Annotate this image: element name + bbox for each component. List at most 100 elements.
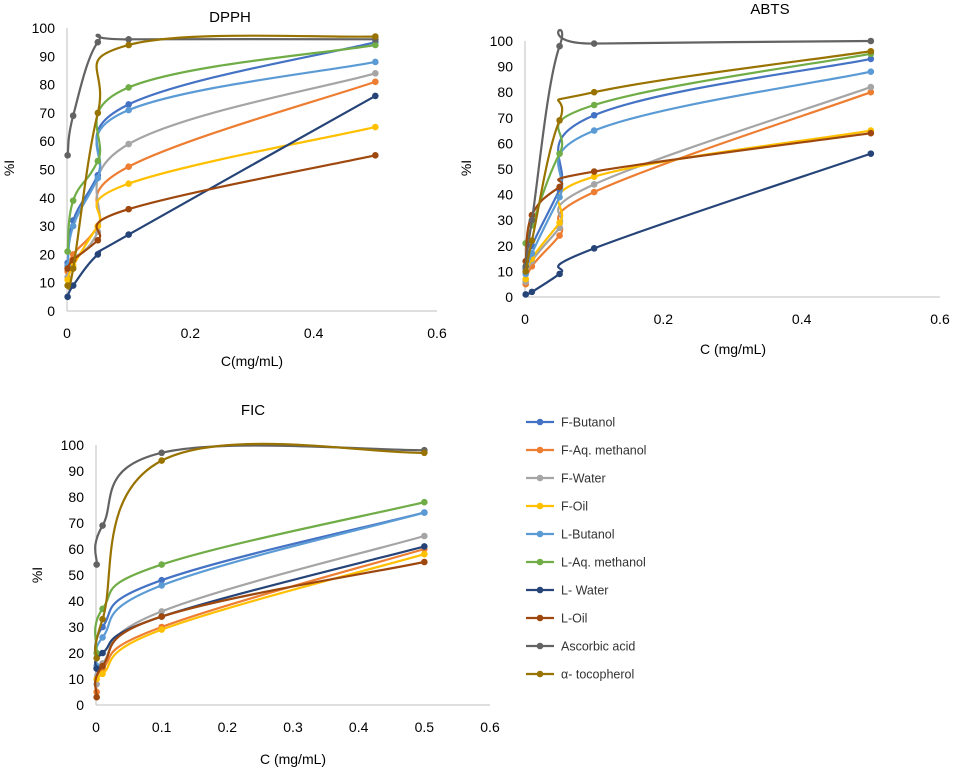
fic-y-tick-label: 80 xyxy=(68,489,84,505)
abts-data-point-l-water xyxy=(556,270,563,278)
abts-data-point-f-butanol xyxy=(867,55,875,63)
fic-data-point-f-oil xyxy=(158,626,165,633)
abts-data-point-f-aq-methanol xyxy=(867,88,875,96)
fic-data-point-l-oil xyxy=(99,662,106,670)
dpph-data-point-f-water xyxy=(372,69,379,77)
dpph-data-point-l-water xyxy=(64,293,71,301)
abts-series-line-f-water xyxy=(524,85,872,283)
fic-y-tick-label: 90 xyxy=(68,463,84,479)
dpph-title: DPPH xyxy=(209,9,251,26)
dpph-data-point-f-oil xyxy=(64,276,71,284)
abts-y-tick-label: 0 xyxy=(505,289,513,305)
dpph-data-point-l-water xyxy=(94,251,102,258)
fic-data-point-f-butanol xyxy=(158,576,165,584)
abts-data-point-l-aq-methanol xyxy=(590,101,598,109)
dpph-y-axis-title: %I xyxy=(1,160,17,176)
legend-entry-l-water: L- Water xyxy=(561,584,608,598)
abts-series-line-ascorbic-acid xyxy=(524,29,872,268)
dpph-y-tick-label: 30 xyxy=(39,218,55,234)
dpph-data-point-l-butanol xyxy=(94,174,102,182)
dpph-data-point-l-oil xyxy=(372,152,379,159)
fic-series-line-ascorbic-acid xyxy=(94,444,426,566)
abts-y-tick-label: 80 xyxy=(497,84,513,100)
dpph-chart: DPPH %I C(mg/mL) 0 10 20 30 40 50 60 70 80 90 100 0… xyxy=(1,9,447,369)
abts-y-tick-label: 30 xyxy=(497,212,513,228)
dpph-y-tick-label: 80 xyxy=(39,77,55,93)
abts-y-axis-title: %I xyxy=(458,160,474,176)
fic-y-tick-label: 70 xyxy=(68,515,84,531)
fic-data-point-l-aq-methanol xyxy=(158,561,165,568)
legend-entry-f-oil: F-Oil xyxy=(561,500,588,514)
fic-data-point-alpha-tocopherol xyxy=(99,615,106,623)
fic-x-tick-label: 0 xyxy=(92,719,100,735)
legend-swatch-marker-l-water xyxy=(536,586,544,594)
dpph-data-point-l-aq-methanol xyxy=(69,197,77,204)
fic-data-point-l-oil xyxy=(93,693,100,701)
legend-swatch-marker-f-butanol xyxy=(536,418,544,426)
dpph-data-point-alpha-tocopherol xyxy=(372,33,379,40)
abts-x-tick-label: 0 xyxy=(521,311,529,327)
fic-x-axis-title: C (mg/mL) xyxy=(260,751,326,767)
abts-data-point-ascorbic-acid xyxy=(867,37,875,45)
abts-series-line-f-butanol xyxy=(524,57,872,270)
dpph-data-point-l-oil xyxy=(125,205,132,213)
fic-data-point-alpha-tocopherol xyxy=(158,457,165,464)
abts-series-line-l-butanol xyxy=(524,70,872,276)
abts-x-axis-title: C (mg/mL) xyxy=(700,341,766,357)
dpph-data-point-f-water xyxy=(125,140,132,148)
fic-y-tick-label: 10 xyxy=(68,671,84,687)
abts-data-point-l-oil xyxy=(590,168,598,175)
legend-swatch-marker-l-butanol xyxy=(536,530,544,538)
legend-swatch-marker-l-aq-methanol xyxy=(536,558,544,566)
fic-data-point-alpha-tocopherol xyxy=(93,654,100,662)
abts-data-point-l-oil xyxy=(556,183,563,191)
abts-data-point-l-butanol xyxy=(867,68,875,76)
legend-swatch-marker-l-oil xyxy=(536,614,544,622)
dpph-data-point-f-oil xyxy=(125,180,132,187)
legend-entry-f-water: F-Water xyxy=(561,472,606,486)
fic-series-line-l-oil xyxy=(94,560,426,699)
dpph-data-point-l-aq-methanol xyxy=(372,41,379,49)
fic-x-tick-label: 0.1 xyxy=(152,719,172,735)
abts-data-point-l-water xyxy=(590,245,598,252)
dpph-series-line-l-oil xyxy=(66,154,377,270)
fic-data-point-f-water xyxy=(158,608,165,615)
fic-y-tick-label: 50 xyxy=(68,567,84,583)
fic-chart: FIC %I C (mg/mL) 0 10 20 30 40 50 60 70 80 90 100 0… xyxy=(29,402,500,767)
abts-data-point-l-butanol xyxy=(556,193,563,201)
dpph-data-point-alpha-tocopherol xyxy=(94,109,102,117)
dpph-x-tick-label: 0 xyxy=(63,325,71,341)
abts-y-tick-label: 40 xyxy=(497,187,513,203)
dpph-data-point-l-aq-methanol xyxy=(64,248,71,255)
dpph-x-tick-label: 0.6 xyxy=(427,325,447,341)
dpph-y-tick-label: 40 xyxy=(39,190,55,206)
fic-y-tick-label: 0 xyxy=(76,697,84,713)
fic-x-tick-label: 0.2 xyxy=(218,719,238,735)
fic-y-axis-title: %I xyxy=(29,567,45,583)
abts-title: ABTS xyxy=(750,1,789,18)
dpph-data-point-f-aq-methanol xyxy=(372,78,379,86)
abts-y-tick-label: 50 xyxy=(497,161,513,177)
dpph-data-point-l-butanol xyxy=(69,222,77,230)
legend-entry-alpha-tocopherol: α- tocopherol xyxy=(561,668,634,682)
abts-data-point-f-aq-methanol xyxy=(556,232,563,239)
abts-y-tick-label: 20 xyxy=(497,238,513,254)
fic-x-tick-label: 0.5 xyxy=(415,719,435,735)
abts-y-tick-label: 90 xyxy=(497,59,513,75)
legend-entry-f-aq-methanol: F-Aq. methanol xyxy=(561,444,646,458)
abts-x-tick-label: 0.2 xyxy=(654,311,674,327)
legend-swatch-marker-f-oil xyxy=(536,502,544,510)
dpph-y-tick-label: 60 xyxy=(39,133,55,149)
dpph-x-tick-label: 0.2 xyxy=(181,325,201,341)
abts-x-tick-label: 0.4 xyxy=(792,311,812,327)
dpph-y-tick-label: 70 xyxy=(39,105,55,121)
dpph-data-point-ascorbic-acid xyxy=(125,36,132,43)
abts-y-tick-label: 100 xyxy=(490,33,514,49)
fic-y-tick-label: 60 xyxy=(68,541,84,557)
dpph-y-tick-label: 50 xyxy=(39,162,55,178)
fic-data-point-f-water xyxy=(421,532,428,540)
fic-x-tick-label: 0.6 xyxy=(480,719,500,735)
abts-data-point-l-butanol xyxy=(590,127,598,134)
dpph-series-line-alpha-tocopherol xyxy=(66,34,377,290)
